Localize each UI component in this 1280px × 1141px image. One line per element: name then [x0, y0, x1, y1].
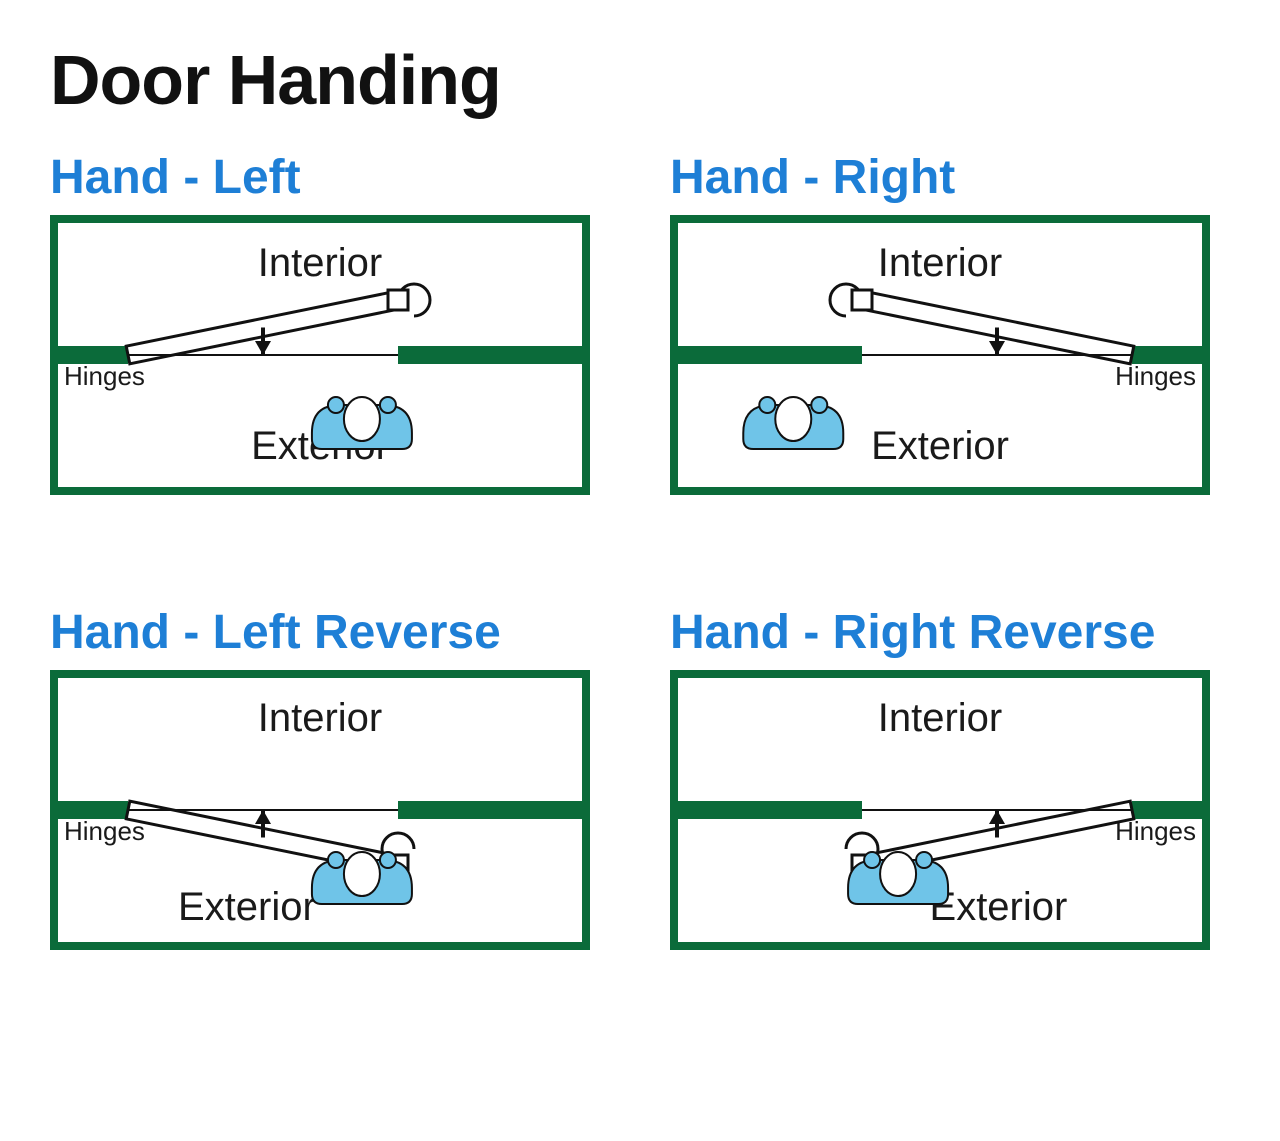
hinges-label: Hinges — [1115, 361, 1196, 392]
exterior-label: Exterior — [930, 885, 1068, 930]
wall-segment — [398, 801, 582, 819]
interior-label: Interior — [258, 696, 383, 741]
wall-segment — [58, 346, 128, 364]
diagram-box: Interior Exterior Hinges — [50, 670, 590, 950]
wall-segment — [678, 346, 862, 364]
exterior-label: Exterior — [178, 885, 316, 930]
exterior-label: Exterior — [871, 424, 1009, 469]
panel-title: Hand - Right — [670, 150, 1230, 205]
panel-hand-right-reverse: Hand - Right Reverse Interior Exterior H… — [670, 605, 1230, 950]
panel-hand-left: Hand - Left Interior Exterior Hinges — [50, 150, 610, 495]
panel-title: Hand - Right Reverse — [670, 605, 1230, 660]
wall-segment — [1132, 801, 1202, 819]
diagram-box: Interior Exterior Hinges — [670, 215, 1210, 495]
panel-hand-right: Hand - Right Interior Exterior Hinges — [670, 150, 1230, 495]
wall-segment — [398, 346, 582, 364]
hinges-label: Hinges — [1115, 816, 1196, 847]
page-title: Door Handing — [50, 40, 1230, 120]
hinges-label: Hinges — [64, 361, 145, 392]
interior-label: Interior — [878, 241, 1003, 286]
page: Door Handing Hand - Left Interior Exteri… — [0, 0, 1280, 1141]
diagram-box: Interior Exterior Hinges — [50, 215, 590, 495]
exterior-label: Exterior — [251, 424, 389, 469]
interior-label: Interior — [878, 696, 1003, 741]
wall-segment — [58, 801, 128, 819]
interior-label: Interior — [258, 241, 383, 286]
panel-title: Hand - Left — [50, 150, 610, 205]
panel-hand-left-reverse: Hand - Left Reverse Interior Exterior Hi… — [50, 605, 610, 950]
wall-segment — [1132, 346, 1202, 364]
hinges-label: Hinges — [64, 816, 145, 847]
diagram-grid: Hand - Left Interior Exterior Hinges Han… — [50, 150, 1230, 950]
panel-title: Hand - Left Reverse — [50, 605, 610, 660]
wall-segment — [678, 801, 862, 819]
diagram-box: Interior Exterior Hinges — [670, 670, 1210, 950]
